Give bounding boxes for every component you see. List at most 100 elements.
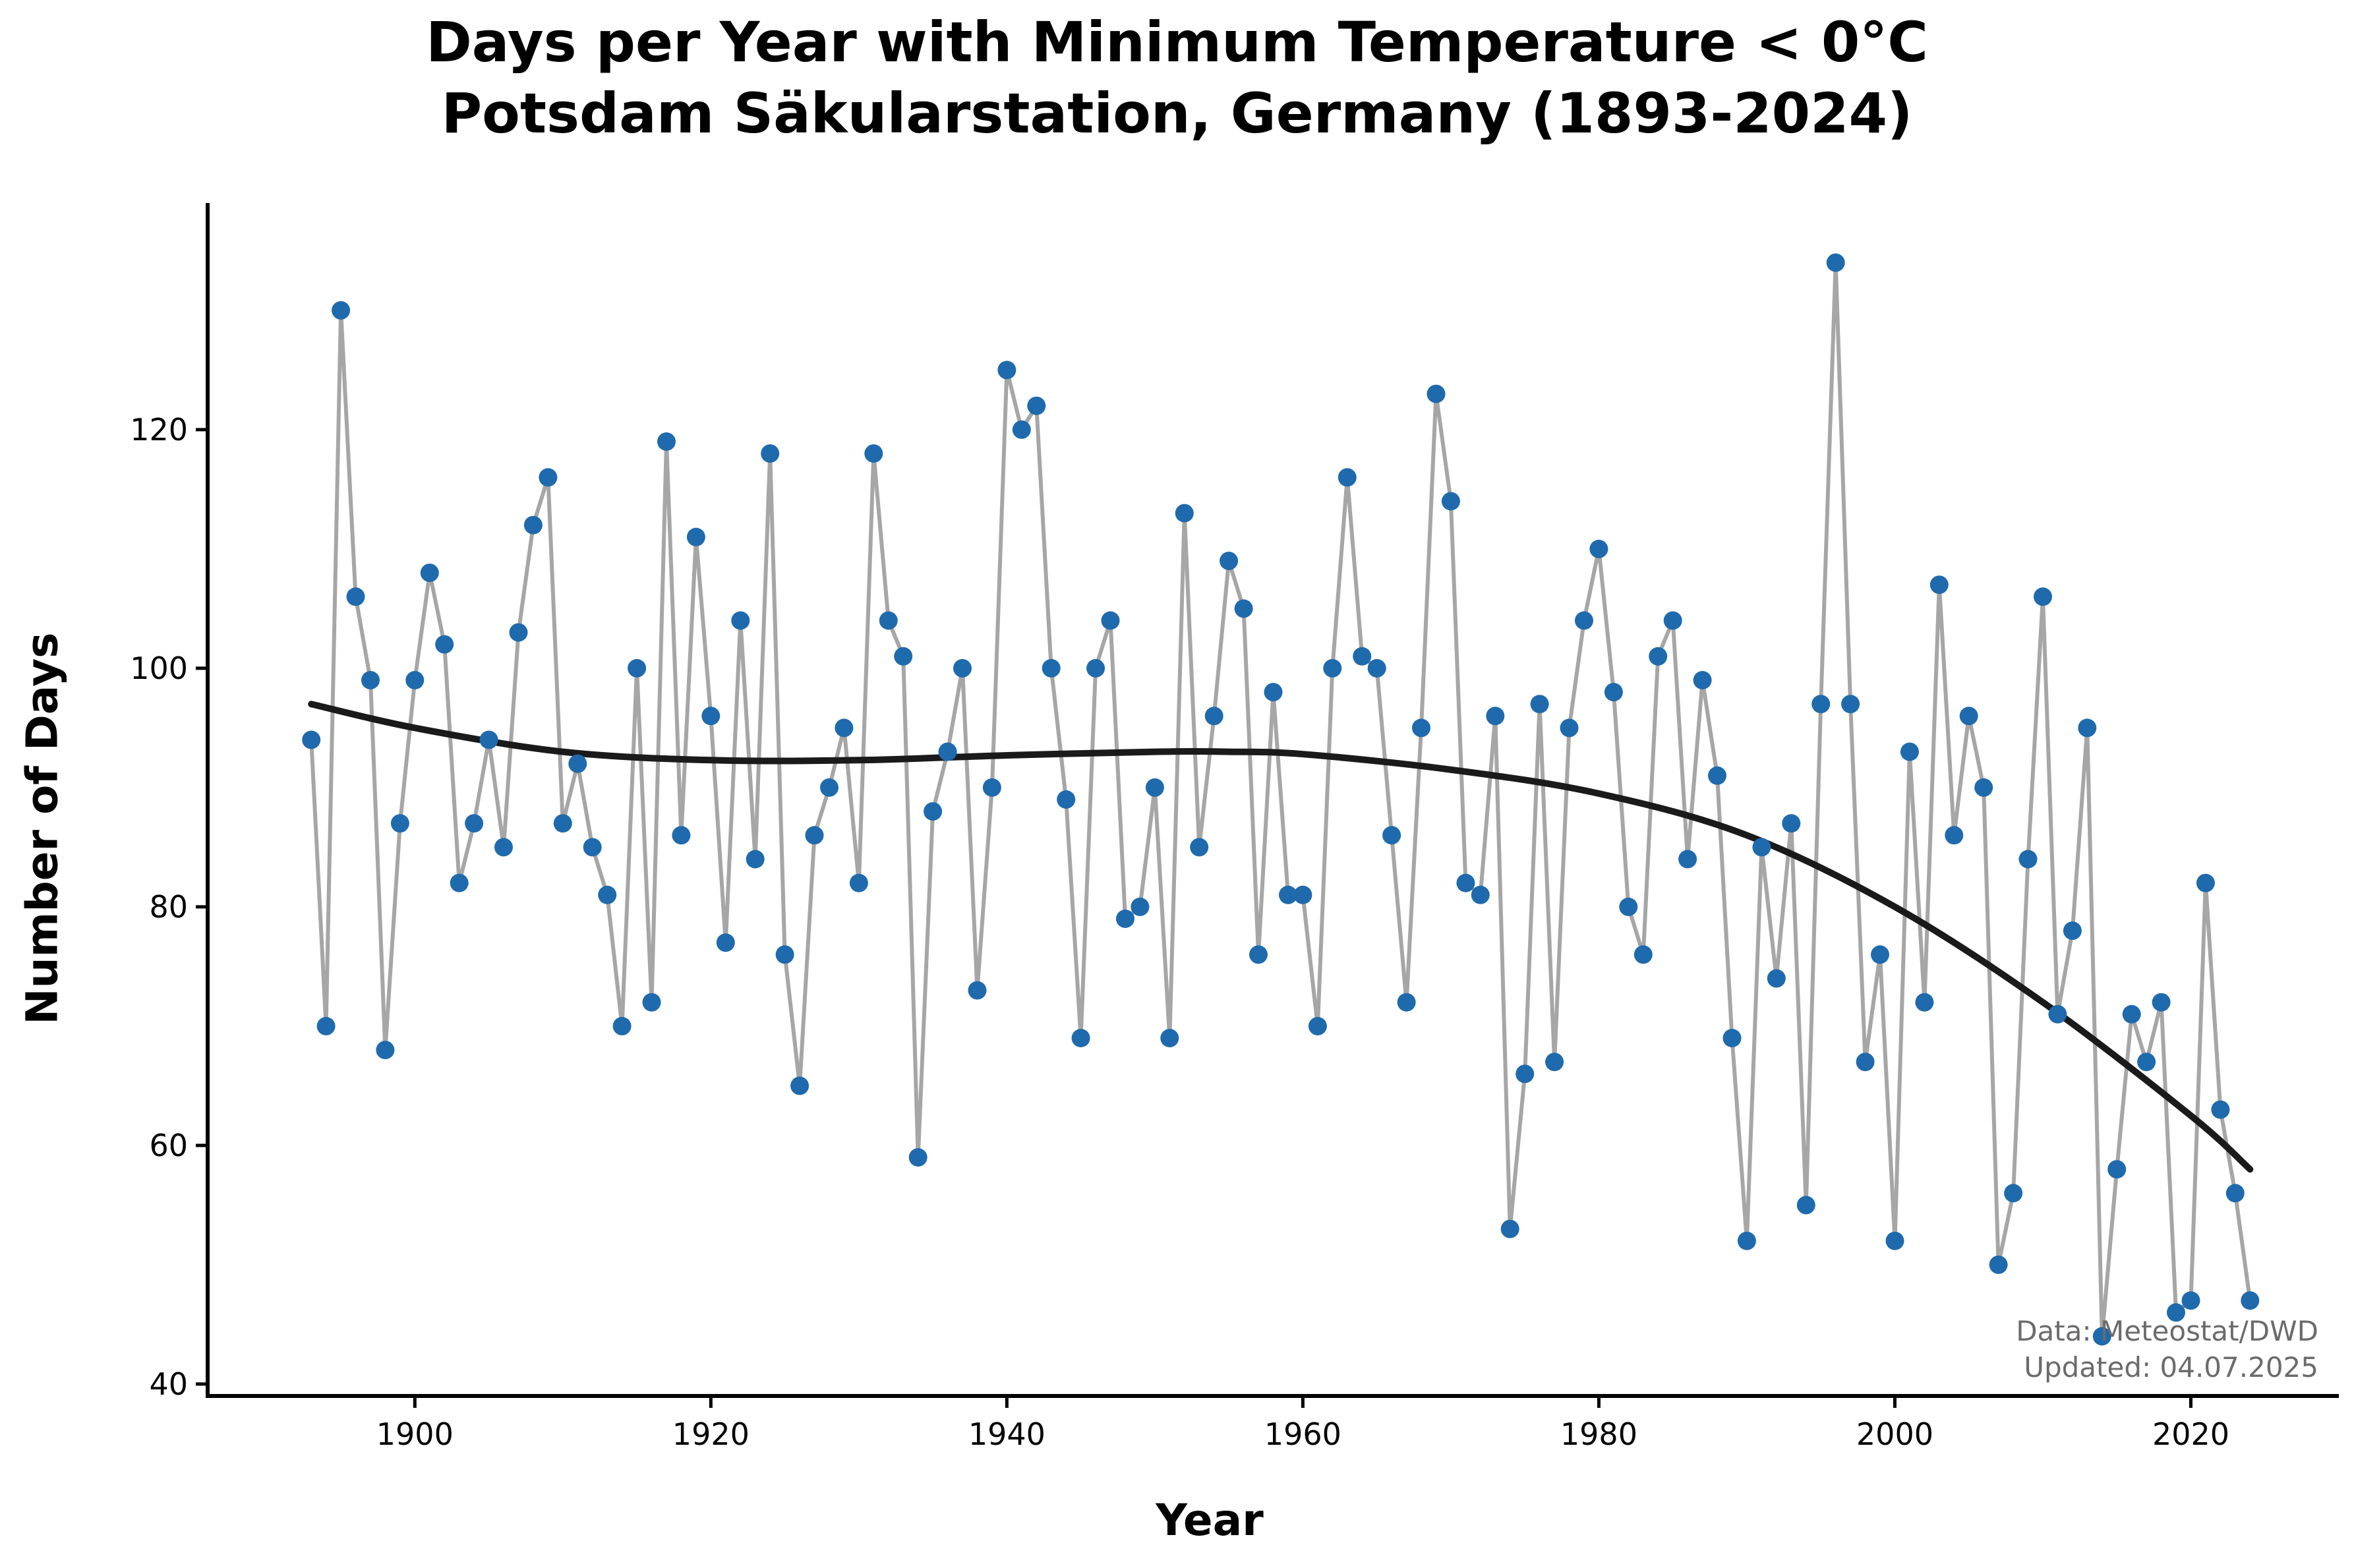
data-point (1441, 492, 1460, 511)
data-point (1752, 838, 1771, 857)
data-point (2078, 718, 2097, 738)
data-point (686, 527, 705, 546)
data-point (509, 623, 528, 642)
data-point (1856, 1053, 1875, 1072)
data-point (1338, 468, 1357, 487)
data-point (1027, 396, 1046, 415)
y-tick-label: 120 (130, 412, 188, 448)
data-point (2167, 1303, 2185, 1322)
data-point (1871, 945, 1889, 964)
data-point (405, 671, 425, 689)
x-tick-label: 2020 (2152, 1416, 2229, 1452)
data-point (1796, 1196, 1815, 1215)
data-point (2181, 1291, 2200, 1310)
data-point (2211, 1100, 2230, 1119)
data-point (568, 754, 587, 773)
data-point (953, 658, 972, 678)
data-point (1589, 539, 1608, 558)
data-point (1767, 969, 1786, 988)
data-source-note: Data: Meteostat/DWD (2016, 1315, 2318, 1347)
data-point (376, 1041, 395, 1060)
data-point (2004, 1184, 2023, 1203)
marker-layer (302, 253, 2260, 1346)
data-point (1220, 552, 1239, 570)
x-tick-label: 1940 (968, 1416, 1045, 1452)
data-point (1841, 695, 1860, 714)
data-point (716, 933, 735, 952)
data-point (450, 873, 469, 892)
data-point (1959, 707, 1978, 726)
data-point (1471, 885, 1490, 904)
data-point (1086, 658, 1105, 678)
data-point (539, 468, 558, 487)
data-point (1693, 671, 1712, 689)
data-point (2048, 1004, 2067, 1024)
data-point (1264, 683, 1283, 702)
data-point (1012, 420, 1031, 439)
data-point (761, 444, 780, 463)
data-point (2018, 850, 2038, 869)
data-point (435, 635, 454, 654)
trend-curve (308, 701, 2254, 1173)
data-point (1530, 695, 1549, 714)
data-point (864, 444, 883, 463)
data-point (1397, 993, 1416, 1012)
x-tick-label: 1920 (672, 1416, 750, 1452)
data-point (1945, 826, 1964, 845)
chart-title: Days per Year with Minimum Temperature <… (426, 10, 1928, 74)
data-point (1722, 1029, 1742, 1047)
data-point (628, 658, 647, 678)
data-point (835, 718, 854, 738)
data-point (1234, 599, 1253, 618)
data-point (805, 826, 824, 845)
data-point (1604, 683, 1623, 702)
updated-date-note: Updated: 04.07.2025 (2024, 1351, 2318, 1383)
data-point (1308, 1016, 1327, 1035)
data-point (968, 981, 987, 1000)
data-point (1782, 814, 1801, 833)
data-point (1042, 658, 1061, 678)
data-point (1633, 945, 1653, 964)
axes: 1900 1920 1940 1960 1980 2000 2020 40 60 80 100 120 (130, 203, 2339, 1452)
chart-subtitle: Potsdam Säkularstation, Germany (1893-20… (441, 81, 1913, 146)
data-point (1131, 897, 1150, 916)
data-point (1826, 253, 1845, 272)
data-point (1279, 885, 1297, 904)
data-point (1057, 790, 1076, 809)
data-point (2225, 1184, 2245, 1203)
data-point (612, 1016, 632, 1035)
data-point (1412, 718, 1430, 738)
y-tick-label: 100 (130, 651, 188, 686)
series-layer (309, 260, 2252, 1339)
data-point (1929, 575, 1949, 595)
data-point (1071, 1029, 1090, 1047)
data-point (1560, 718, 1579, 738)
data-point (1101, 611, 1120, 630)
data-point (1175, 504, 1194, 523)
data-point (2152, 993, 2171, 1012)
data-point (598, 885, 617, 904)
data-point (938, 742, 957, 761)
data-point (1989, 1255, 2008, 1274)
data-point (1145, 778, 1164, 797)
data-point (2063, 921, 2082, 941)
data-point (1486, 707, 1505, 726)
x-axis-label: Year (1156, 1495, 1264, 1546)
data-point (1575, 611, 1593, 630)
data-point (849, 873, 868, 892)
data-point (1204, 707, 1223, 726)
data-point (390, 814, 409, 833)
data-point (1619, 897, 1638, 916)
data-point (2034, 587, 2052, 606)
data-point (1708, 766, 1726, 785)
data-point (2196, 873, 2215, 892)
annual-days-line (309, 260, 2252, 1339)
data-point (1367, 658, 1386, 678)
data-point (1678, 850, 1697, 869)
y-tick-label: 40 (149, 1366, 188, 1402)
data-point (746, 850, 765, 869)
data-point (1515, 1064, 1535, 1084)
data-point (1190, 838, 1209, 857)
data-point (1456, 873, 1475, 892)
